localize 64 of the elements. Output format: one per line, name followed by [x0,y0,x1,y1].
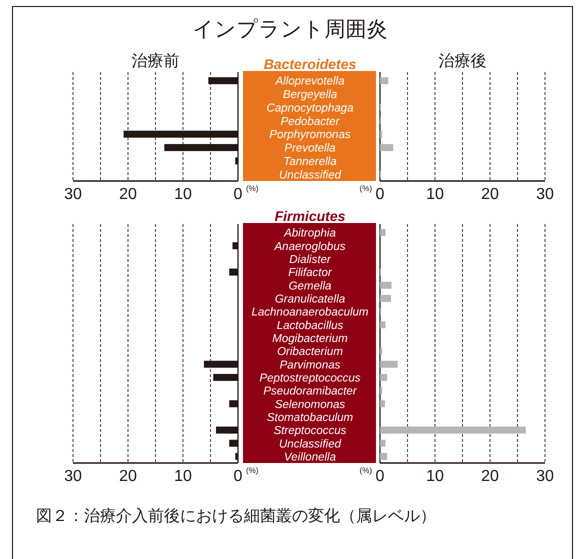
x-axis-title: (%) [246,466,259,475]
bar [380,229,386,236]
y-tick-label: Bergeyella [282,89,338,102]
bar [380,294,391,302]
y-tick-label: Prevotella [284,142,336,155]
x-axis-title: (%) [360,466,372,475]
x-tick-label: 20 [119,468,137,485]
x-tick-label: 30 [64,186,82,203]
bar [380,321,386,328]
bar [380,400,385,408]
y-tick-label: Unclassified [279,438,342,450]
series-label: 治療前 [132,52,180,70]
y-tick-label: Gemella [288,280,332,292]
bar [380,452,388,460]
x-tick-label: 10 [174,186,192,203]
text: 治療後 [438,52,486,70]
x-tick-label: 20 [481,186,499,203]
y-tick-label: Lachnoanaerobaculum [251,306,369,319]
y-tick-label: Oribacterium [277,346,344,358]
y-tick-label: Veillonella [284,451,336,464]
x-tick-label: 20 [481,468,499,485]
caption: 図２：治療介入前後における細菌叢の変化（属レベル） [36,507,436,525]
x-tick-label: 0 [376,186,385,203]
y-tick-label: Abitrophia [283,228,336,240]
y-tick-label: Porphyromonas [269,129,351,142]
y-tick-label: Dialister [289,254,332,266]
y-tick-label: Alloprevotella [274,76,345,88]
x-tick-label: 30 [536,468,554,485]
text: Bacteroidetes [264,56,357,72]
y-tick-label: Capnocytophaga [266,102,354,114]
y-tick-label: Lactobacillus [276,320,344,332]
y-tick-label: Stomatobaculum [266,412,354,424]
y-tick-label: Peptostreptococcus [259,372,361,384]
y-tick-label: Parvimonas [280,359,341,372]
y-tick-label: Unclassified [279,169,342,182]
x-tick-label: 0 [376,468,385,485]
y-tick-label: Filifactor [288,267,333,280]
y-tick-label: Tannerella [283,156,337,168]
x-tick-label: 20 [119,186,137,203]
x-tick-label: 30 [536,186,554,203]
x-axis-title: (%) [246,184,259,193]
x-tick-label: 30 [64,468,82,485]
x-tick-label: 0 [234,468,243,485]
y-tick-label: Granulicatella [274,293,346,306]
text: インプラント周囲炎 [192,18,388,41]
bar [380,440,386,447]
y-tick-label: Streptococcus [274,425,347,438]
y-tick-label: Pseudoramibacter [263,386,358,398]
bar [380,360,398,368]
x-tick-label: 10 [174,468,192,485]
x-tick-label: 10 [426,186,444,203]
y-tick-label: Pedobacter [280,116,341,128]
y-tick-label: Selenomonas [274,398,346,411]
bar [380,144,394,152]
x-tick-label: 10 [426,468,444,485]
x-tick-label: 0 [234,186,243,203]
bar [380,374,388,381]
y-tick-label: Mogibacterium [272,332,348,345]
y-tick-label: Anaeroglobus [274,240,346,253]
text: Firmicutes [274,208,346,224]
x-axis-title: (%) [360,184,372,193]
bar [380,282,392,289]
bar [380,77,388,84]
bar [380,426,526,434]
